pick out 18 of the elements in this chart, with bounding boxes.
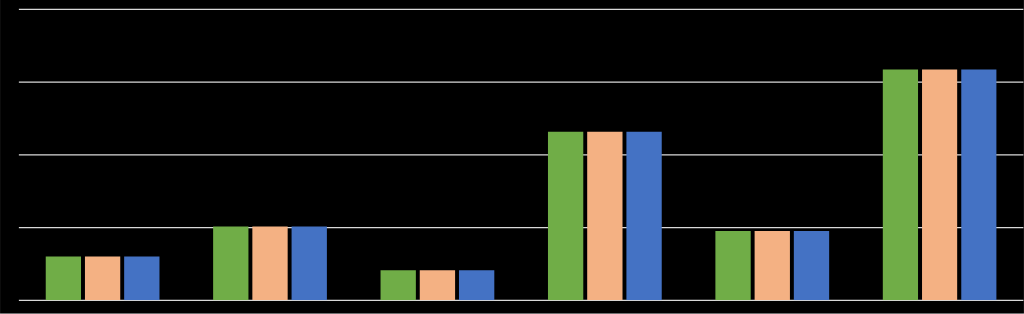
bar (715, 231, 751, 301)
bar (922, 69, 958, 301)
bar (213, 226, 249, 301)
bar (252, 226, 288, 301)
bar (626, 131, 662, 301)
bar (380, 270, 416, 301)
bar (547, 131, 584, 301)
bar (291, 226, 327, 301)
bar (754, 231, 790, 301)
bar (124, 256, 160, 301)
bar (882, 69, 919, 301)
bar (84, 256, 121, 301)
bar (961, 69, 997, 301)
bar (419, 270, 456, 301)
bar (793, 231, 830, 301)
bar (458, 270, 495, 301)
bar (45, 256, 82, 301)
bar (587, 131, 623, 301)
